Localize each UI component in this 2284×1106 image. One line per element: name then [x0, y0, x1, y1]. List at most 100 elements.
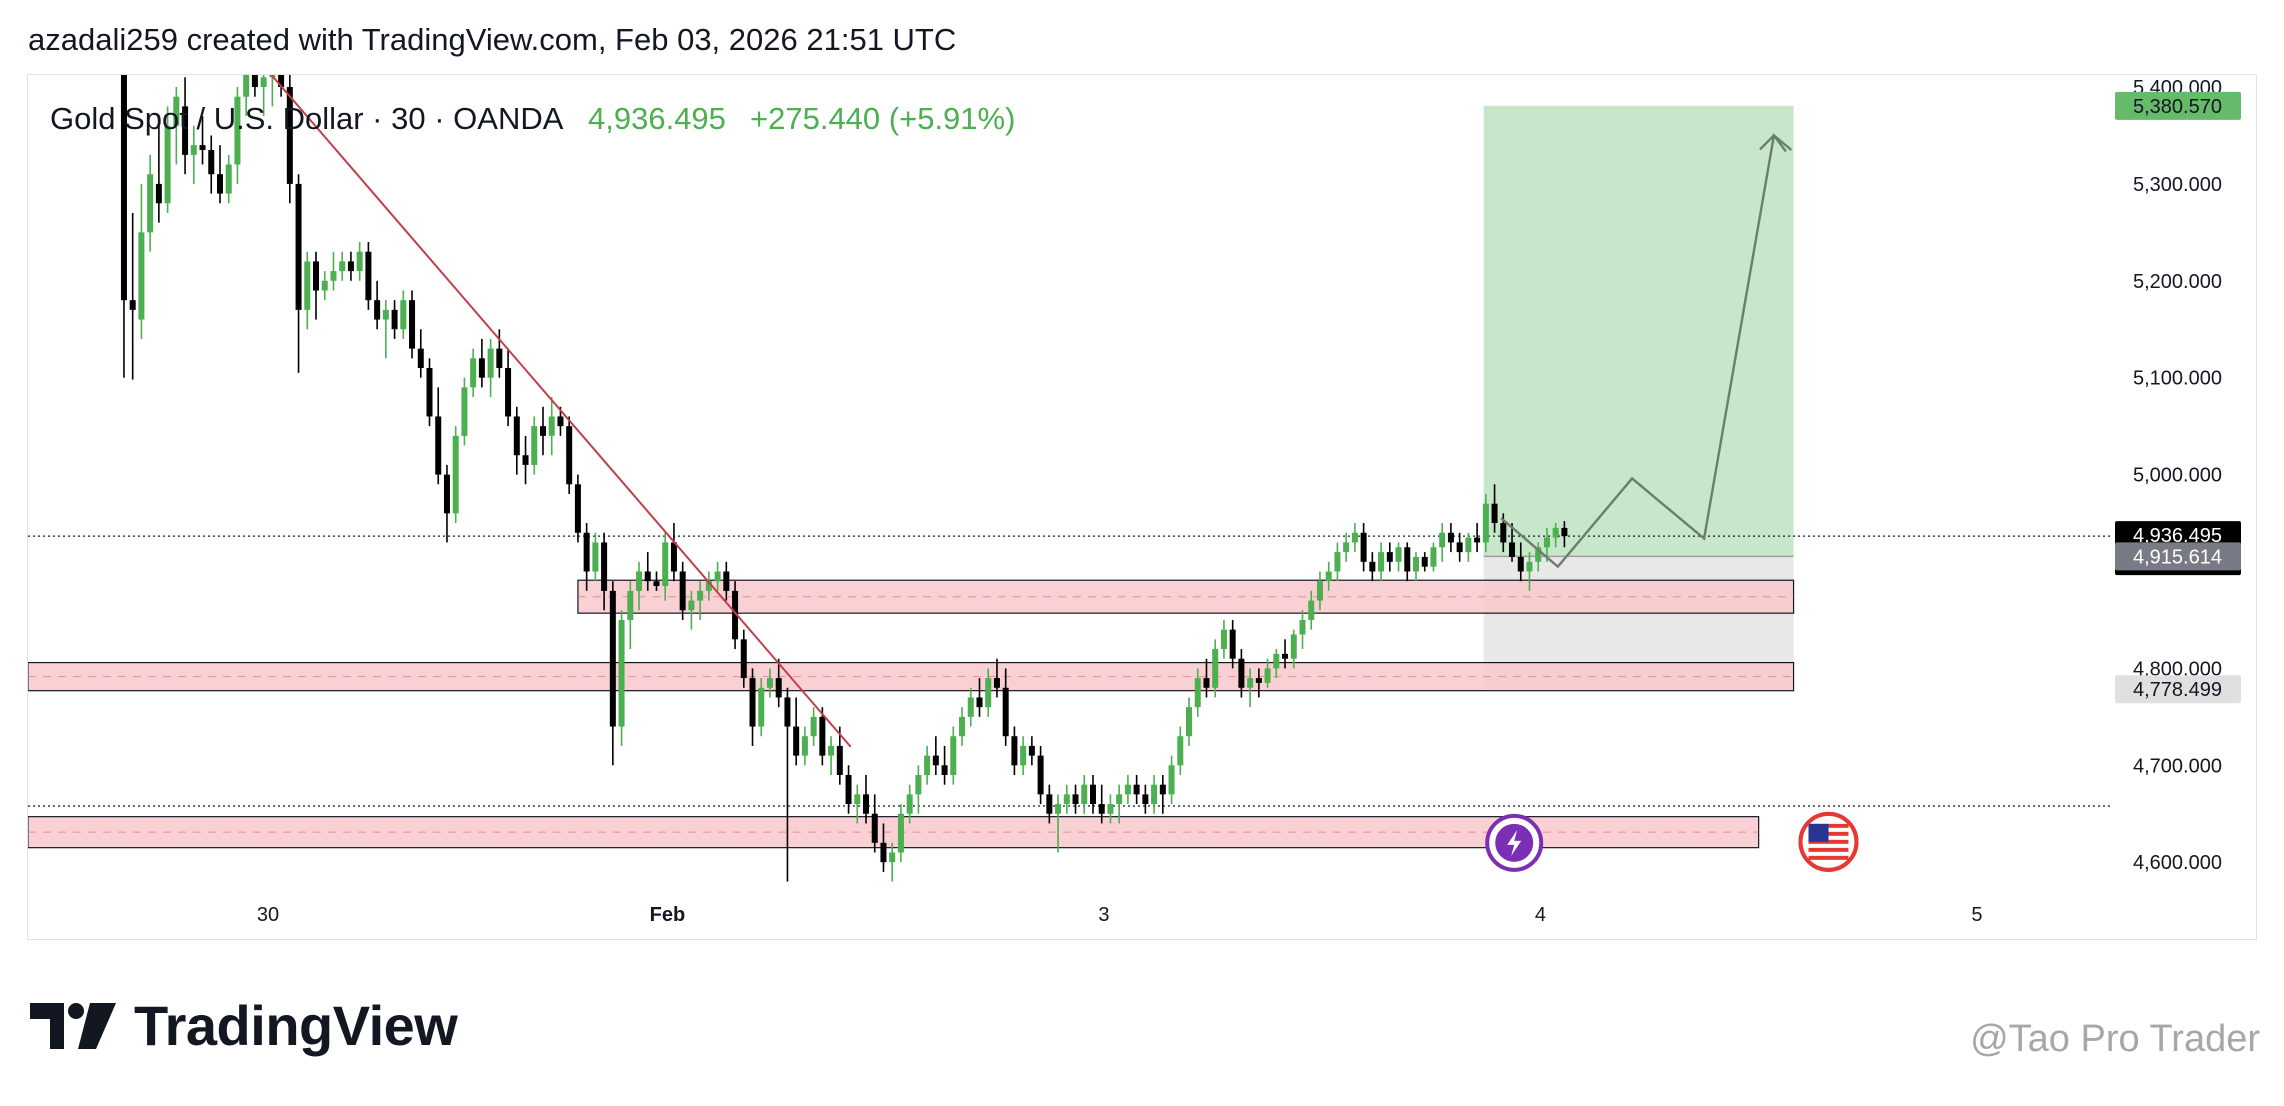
candle-down: [1037, 755, 1044, 795]
y-tick-label: 4,800.000: [2133, 658, 2222, 680]
candle-down: [347, 261, 354, 272]
candle-down: [819, 716, 826, 756]
candle-down: [216, 174, 223, 194]
y-tick-label: 4,700.000: [2133, 755, 2222, 777]
candle-down: [670, 542, 677, 572]
price-tag-stop: 4,778.499: [2133, 679, 2222, 701]
candle-up: [1535, 547, 1542, 562]
candle-down: [1203, 678, 1210, 688]
candle-down: [1159, 784, 1166, 795]
candle-down: [426, 368, 433, 417]
candle-up: [1212, 649, 1219, 688]
candle-up: [1290, 634, 1297, 659]
symbol-title[interactable]: Gold Spot / U.S. Dollar · 30 · OANDA: [50, 101, 564, 136]
candle-up: [758, 687, 765, 727]
candle-up: [382, 309, 389, 320]
candle-up: [1316, 581, 1323, 601]
candle-up: [452, 435, 459, 514]
candle-up: [1412, 556, 1419, 572]
candle-up: [636, 571, 643, 591]
candle-up: [915, 774, 922, 795]
candle-down: [723, 571, 730, 591]
candle-up: [906, 794, 913, 814]
candle-down: [836, 745, 843, 775]
candle-up: [1124, 784, 1131, 795]
candle-up: [1439, 532, 1446, 548]
candle-down: [1500, 523, 1507, 543]
candle-down: [644, 571, 651, 582]
us-flag-stripe: [1808, 855, 1849, 860]
candle-down: [932, 755, 939, 766]
price-change-header: +275.440 (+5.91%): [750, 101, 1015, 136]
candle-down: [1142, 794, 1149, 805]
x-tick-label: 4: [1535, 904, 1546, 926]
candle-down: [208, 149, 215, 175]
candle-down: [601, 542, 608, 591]
candle-up: [592, 542, 599, 572]
candle-up: [1526, 561, 1533, 572]
candle-down: [749, 678, 756, 727]
candle-up: [1168, 765, 1175, 795]
candle-up: [959, 716, 966, 737]
candle-up: [470, 358, 477, 388]
candle-up: [260, 77, 267, 87]
candle-down: [793, 726, 800, 756]
candle-up: [531, 426, 538, 465]
y-tick-label: 5,000.000: [2133, 465, 2222, 487]
candle-down: [732, 590, 739, 640]
candle-down: [557, 416, 564, 427]
candle-up: [356, 251, 363, 272]
candle-down: [1491, 503, 1498, 524]
chart-frame[interactable]: [27, 74, 2257, 940]
plot-area: [28, 75, 2112, 882]
header-attribution: azadali259 created with TradingView.com,…: [28, 22, 957, 57]
candle-down: [1386, 552, 1393, 562]
y-tick-label: 5,300.000: [2133, 174, 2222, 196]
tradingview-logo: TradingView: [30, 993, 458, 1058]
candle-down: [199, 145, 206, 150]
candle-down: [1561, 527, 1568, 537]
candle-up: [618, 619, 625, 727]
lightning-icon: [1507, 829, 1522, 856]
candle-down: [313, 261, 320, 291]
price-tag-target-bg: [2115, 91, 2241, 120]
candle-down: [740, 639, 747, 679]
candle-down: [566, 426, 573, 485]
candle-down: [993, 678, 1000, 688]
candle-up: [225, 164, 232, 194]
candle-up: [1395, 547, 1402, 562]
candle-down: [522, 455, 529, 465]
candle-up: [330, 271, 337, 281]
candle-up: [190, 145, 197, 155]
candle-down: [435, 416, 442, 475]
candle-up: [950, 736, 957, 775]
candle-down: [1229, 629, 1236, 659]
candle-up: [321, 280, 328, 291]
candle-down: [609, 590, 616, 727]
candle-up: [1343, 542, 1350, 553]
candle-down: [505, 368, 512, 417]
candle-up: [304, 261, 311, 310]
candle-down: [574, 484, 581, 533]
candle-down: [1421, 556, 1428, 567]
candle-down: [1133, 784, 1140, 795]
candle-up: [705, 581, 712, 591]
candle-up: [1116, 794, 1123, 805]
candle-up: [1107, 804, 1114, 814]
candle-up: [854, 794, 861, 805]
candle-up: [1378, 552, 1385, 572]
candle-down: [1447, 532, 1454, 543]
candle-down: [1474, 537, 1481, 543]
chart-layer: 5,400.0005,300.0005,200.0005,100.0005,00…: [28, 75, 2241, 926]
candle-down: [120, 75, 127, 301]
candle-up: [1543, 537, 1550, 548]
candle-down: [286, 87, 293, 184]
candle-up: [1482, 503, 1489, 543]
candle-up: [1151, 784, 1158, 805]
candle-up: [1334, 552, 1341, 572]
candle-down: [880, 842, 887, 863]
candle-up: [810, 716, 817, 737]
candle-up: [627, 590, 634, 620]
candle-down: [539, 426, 546, 436]
